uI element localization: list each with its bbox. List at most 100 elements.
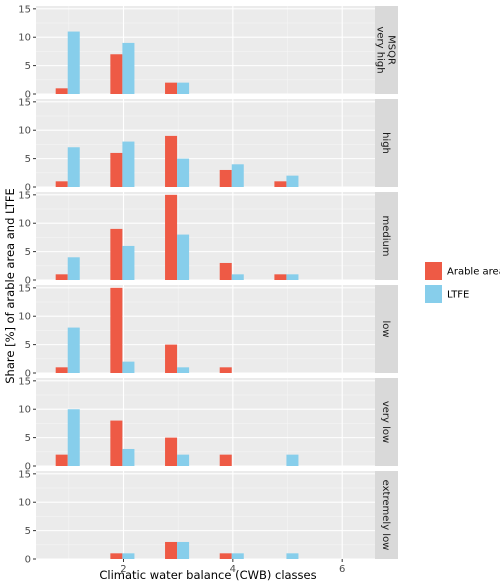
major-grid: [36, 6, 375, 95]
minor-grid: [36, 6, 375, 94]
facet-label-line: medium: [380, 215, 391, 256]
bar-arable-area: [219, 454, 232, 466]
y-tick-label: 5: [25, 433, 31, 444]
facet-panel: 0 5 10 15 low: [18, 283, 398, 380]
bar-ltfe: [286, 553, 299, 559]
legend-key-arable-area: [425, 262, 442, 280]
bar-arable-area: [110, 553, 123, 559]
facet-label-line: extremely low: [380, 480, 391, 551]
x-tick-label: 4: [230, 564, 236, 575]
x-tick-label: 2: [120, 564, 126, 575]
minor-grid: [36, 192, 375, 280]
bar-ltfe: [122, 42, 135, 94]
facet-strip: [375, 6, 398, 94]
legend: Arable area LTFE: [425, 262, 500, 303]
y-tick-label: 0: [25, 183, 31, 194]
facet-label-line: MSQR: [386, 35, 397, 65]
y-axis-title: Share [%] of arable area and LTFE: [3, 188, 17, 384]
y-tick-label: 15: [18, 376, 31, 387]
y-tick-label: 10: [18, 219, 31, 230]
bar-arable-area: [165, 344, 178, 373]
bar-ltfe: [177, 541, 190, 559]
bar-ltfe: [286, 175, 299, 187]
facet-label-line: low: [380, 320, 391, 337]
bar-arable-area: [219, 169, 232, 187]
bar-ltfe: [67, 327, 80, 373]
y-tick-label: 0: [25, 276, 31, 287]
bar-arable-area: [55, 274, 68, 280]
facet-strip: [375, 285, 398, 373]
y-tick-label: 10: [18, 33, 31, 44]
y-tick-label: 0: [25, 369, 31, 380]
bar-arable-area: [55, 454, 68, 466]
panel-background: [36, 378, 375, 466]
y-tick-label: 15: [18, 190, 31, 201]
bar-ltfe: [177, 454, 190, 466]
facet-label-line: high: [380, 132, 391, 154]
bar-ltfe: [122, 361, 135, 373]
facet-panel: 0 5 10 15 medium: [18, 190, 398, 287]
facet-panel: 0 5 10 15 very low: [18, 376, 398, 473]
bar-ltfe: [231, 274, 244, 280]
facet-label-line: very high: [375, 26, 386, 73]
y-tick-label: 15: [18, 97, 31, 108]
y-tick-label: 0: [25, 90, 31, 101]
bar-ltfe: [177, 82, 190, 94]
bar-ltfe: [231, 164, 244, 187]
facet-panel: 0 5 10 15 extremely low: [18, 469, 398, 566]
bar-ltfe: [122, 553, 135, 559]
bar-arable-area: [110, 152, 123, 187]
bar-arable-area: [55, 181, 68, 187]
bar-arable-area: [219, 262, 232, 280]
facet-panels: 0 5 10 15 MSQRvery high 0 5 10 15 high 0 5 10 15 mediu…: [18, 4, 398, 575]
bar-arable-area: [219, 367, 232, 373]
bar-arable-area: [165, 135, 178, 187]
facet-label: medium: [380, 215, 391, 256]
facet-panel: 0 5 10 15 high: [18, 97, 398, 194]
bar-arable-area: [165, 82, 178, 94]
y-tick-label: 10: [18, 312, 31, 323]
legend-label: Arable area: [447, 267, 500, 278]
panel-background: [36, 285, 375, 373]
panel-background: [36, 471, 375, 559]
y-tick-label: 0: [25, 555, 31, 566]
facet-label: extremely low: [380, 480, 391, 551]
y-tick-label: 10: [18, 126, 31, 137]
bar-ltfe: [67, 257, 80, 280]
y-tick-label: 5: [25, 526, 31, 537]
x-axis-title: Climatic water balance (CWB) classes: [99, 568, 316, 582]
bar-ltfe: [122, 141, 135, 187]
bar-arable-area: [219, 553, 232, 559]
major-grid: [36, 471, 375, 560]
bar-arable-area: [274, 181, 287, 187]
bar-ltfe: [177, 158, 190, 187]
bar-ltfe: [286, 454, 299, 466]
bar-ltfe: [177, 234, 190, 280]
facet-label-line: very low: [380, 401, 391, 443]
minor-grid: [36, 378, 375, 466]
bar-ltfe: [122, 245, 135, 280]
y-tick-label: 5: [25, 340, 31, 351]
legend-label: LTFE: [447, 290, 469, 301]
bar-ltfe: [67, 31, 80, 95]
bar-ltfe: [67, 147, 80, 187]
x-tick-label: 6: [339, 564, 345, 575]
facet-panel: 0 5 10 15 MSQRvery high: [18, 4, 398, 101]
facet-label: very low: [380, 401, 391, 443]
bar-arable-area: [165, 437, 178, 466]
major-grid: [36, 192, 375, 281]
bar-arable-area: [110, 287, 123, 373]
panel-background: [36, 99, 375, 187]
legend-key-ltfe: [425, 285, 442, 303]
bar-arable-area: [110, 420, 123, 466]
y-tick-label: 10: [18, 498, 31, 509]
y-tick-label: 15: [18, 469, 31, 480]
y-tick-label: 0: [25, 462, 31, 473]
facet-strip: [375, 471, 398, 559]
bar-arable-area: [55, 367, 68, 373]
bar-ltfe: [177, 367, 190, 373]
panel-background: [36, 6, 375, 94]
facet-label: MSQRvery high: [375, 26, 397, 73]
bar-arable-area: [274, 274, 287, 280]
